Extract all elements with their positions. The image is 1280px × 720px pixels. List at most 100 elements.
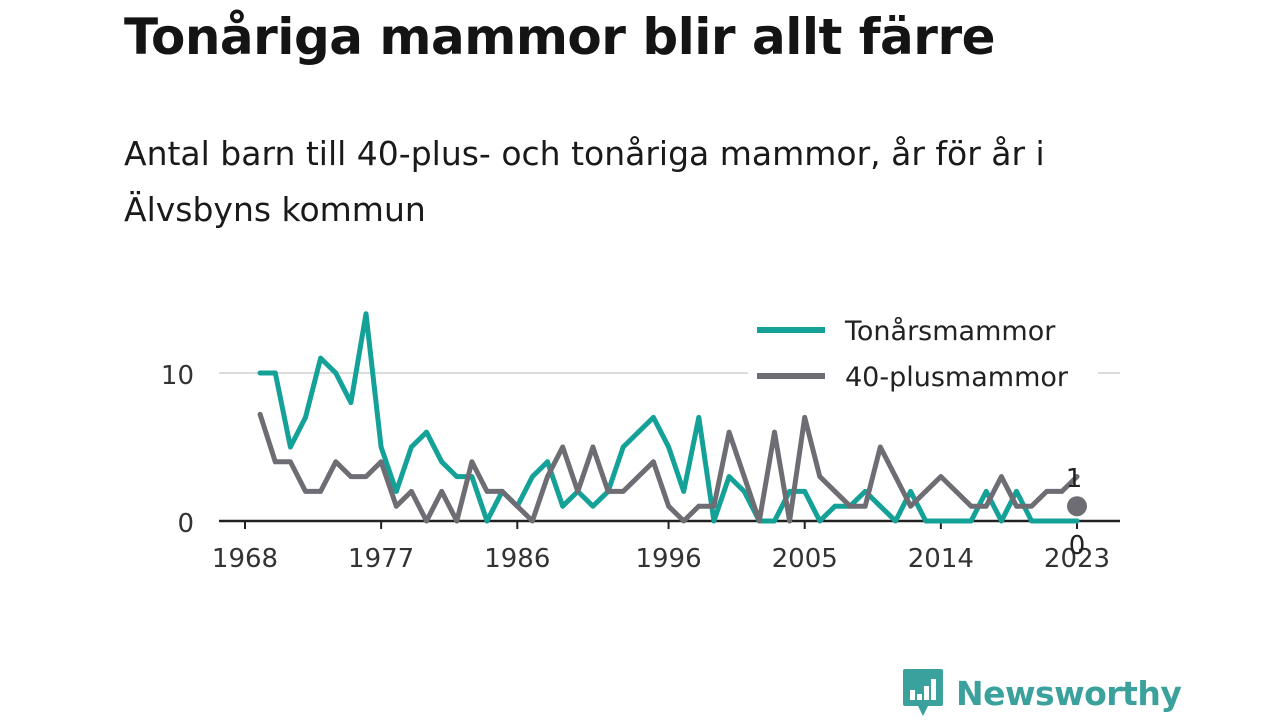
- data-point: [1029, 518, 1035, 524]
- data-point: [711, 503, 717, 509]
- data-point: [968, 503, 974, 509]
- data-point: [393, 503, 399, 509]
- data-point: [514, 503, 520, 509]
- data-point: [651, 415, 656, 420]
- data-point: [560, 444, 566, 450]
- data-point: [272, 370, 278, 376]
- data-point: [998, 518, 1004, 524]
- data-point: [681, 518, 687, 524]
- y-tick-label: 0: [177, 509, 194, 539]
- data-point: [968, 518, 974, 524]
- data-point: [1044, 518, 1050, 524]
- data-point: [590, 503, 596, 509]
- data-point: [696, 503, 702, 509]
- y-tick-label: 10: [161, 361, 194, 391]
- data-point: [439, 459, 445, 465]
- data-point: [832, 503, 838, 509]
- chart-title: Tonåriga mammor blir allt färre: [124, 8, 996, 66]
- data-point: [787, 489, 792, 494]
- data-point: [666, 444, 671, 450]
- data-point: [635, 474, 641, 479]
- data-point: [998, 474, 1004, 479]
- data-point: [817, 474, 823, 479]
- end-value-label: 0: [1069, 531, 1086, 561]
- data-point: [605, 489, 611, 494]
- x-tick-label: 1977: [348, 544, 414, 574]
- data-point: [333, 370, 339, 376]
- data-point: [938, 474, 944, 479]
- x-tick-label: 1986: [484, 544, 550, 574]
- data-point: [651, 459, 656, 465]
- data-point: [1044, 489, 1050, 494]
- data-point: [393, 489, 399, 494]
- data-point: [1074, 518, 1080, 524]
- brand-name: Newsworthy: [956, 673, 1182, 713]
- data-point: [893, 474, 898, 479]
- x-tick-label: 1968: [212, 544, 278, 574]
- legend-label: Tonårsmammor: [844, 316, 1056, 347]
- data-point: [741, 489, 747, 494]
- data-point: [938, 518, 944, 524]
- data-point: [560, 503, 566, 509]
- data-point: [923, 518, 929, 524]
- data-point: [257, 412, 263, 417]
- data-point: [787, 518, 792, 524]
- data-point: [499, 489, 505, 494]
- data-point: [378, 444, 384, 450]
- data-point: [893, 518, 898, 524]
- data-point: [409, 489, 414, 494]
- x-tick-label: 2005: [772, 544, 838, 574]
- chart-subtitle: Antal barn till 40-plus- och tonåriga ma…: [124, 134, 1045, 229]
- data-point: [272, 459, 278, 465]
- x-tick-label: 1996: [635, 544, 701, 574]
- data-point: [318, 355, 324, 361]
- data-point: [1014, 489, 1019, 494]
- data-point: [363, 311, 369, 317]
- data-point: [832, 489, 838, 494]
- data-point: [530, 518, 535, 524]
- data-point: [484, 489, 490, 494]
- data-point: [696, 415, 702, 420]
- data-point: [318, 489, 324, 494]
- data-point: [287, 459, 293, 465]
- data-point: [953, 518, 959, 524]
- data-point: [681, 489, 687, 494]
- data-point: [424, 518, 429, 524]
- data-point: [545, 474, 550, 479]
- data-point: [862, 503, 868, 509]
- data-point: [923, 489, 929, 494]
- data-point: [1074, 474, 1080, 479]
- data-point: [726, 474, 732, 479]
- data-point: [983, 489, 989, 494]
- data-point: [348, 474, 354, 479]
- data-point: [454, 474, 460, 479]
- data-point: [545, 459, 550, 465]
- x-tick-label: 2023: [1044, 544, 1110, 574]
- line-chart: 0 10 1968 1977 1986 1996 2005 2014 2023 Tonårsma…: [160, 311, 1120, 574]
- x-tick-label: 2014: [908, 544, 974, 574]
- data-point: [303, 415, 308, 420]
- data-point: [953, 489, 959, 494]
- newsworthy-logo-icon: [903, 669, 943, 716]
- end-point-marker: [1067, 496, 1087, 517]
- data-point: [908, 489, 913, 494]
- data-point: [378, 459, 384, 465]
- data-point: [741, 474, 747, 479]
- data-point: [590, 444, 596, 450]
- data-point: [333, 459, 339, 465]
- data-point: [802, 415, 808, 420]
- data-point: [772, 429, 777, 435]
- data-point: [620, 444, 626, 450]
- data-point: [303, 489, 308, 494]
- data-point: [1059, 489, 1065, 494]
- data-point: [1029, 503, 1035, 509]
- data-point: [635, 429, 641, 435]
- data-point: [756, 518, 762, 524]
- data-point: [439, 489, 445, 494]
- data-point: [257, 370, 263, 376]
- data-point: [802, 489, 808, 494]
- data-point: [363, 474, 369, 479]
- data-point: [620, 489, 626, 494]
- brand[interactable]: Newsworthy: [902, 668, 1182, 718]
- data-point: [711, 518, 717, 524]
